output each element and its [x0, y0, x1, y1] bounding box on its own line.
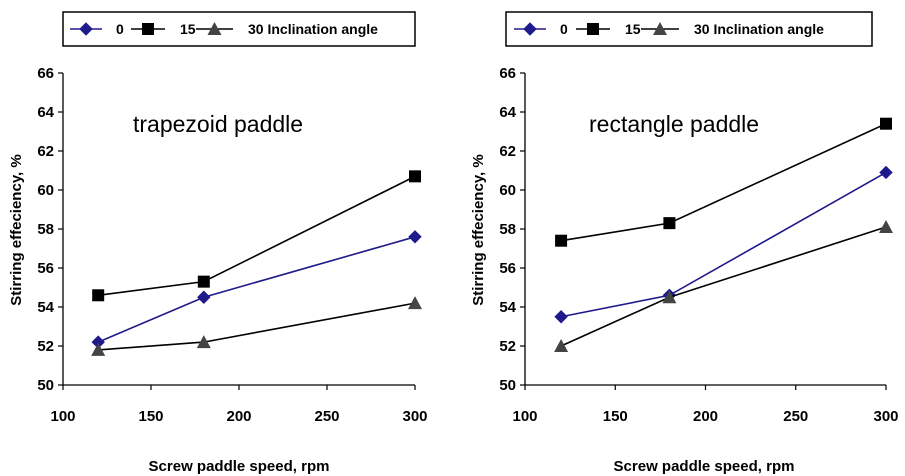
- legend-marker-0: [79, 22, 93, 36]
- x-tick-label: 300: [402, 408, 427, 425]
- legend-label-30: 30 Inclination angle: [694, 21, 824, 37]
- y-axis-title: Stirring effeciency, %: [8, 154, 25, 305]
- x-axis-title: Screw paddle speed, rpm: [614, 458, 795, 475]
- x-tick-label: 250: [783, 408, 808, 425]
- y-tick-label: 62: [37, 143, 54, 160]
- chart-annotation: trapezoid paddle: [133, 111, 303, 137]
- data-point-15: [92, 289, 105, 302]
- y-tick-label: 58: [37, 221, 54, 238]
- data-point-30: [196, 335, 211, 349]
- data-point-0: [408, 230, 422, 244]
- legend-label-15: 15: [625, 21, 641, 37]
- y-tick-label: 56: [499, 260, 516, 277]
- data-point-0: [879, 165, 893, 180]
- x-tick-label: 300: [873, 408, 898, 425]
- legend-marker-15: [587, 23, 599, 35]
- x-tick-label: 250: [314, 408, 339, 425]
- x-tick-label: 100: [50, 408, 75, 425]
- legend-marker-0: [523, 22, 537, 36]
- chart-trapezoid: trapezoid paddle Screw paddle speed, rpm…: [8, 11, 428, 475]
- data-point-30: [662, 290, 677, 304]
- y-tick-label: 66: [37, 65, 54, 82]
- data-point-15: [555, 234, 568, 247]
- legend-label-15: 15: [180, 21, 196, 37]
- y-tick-label: 54: [37, 299, 54, 316]
- legend-label-0: 0: [116, 21, 124, 37]
- y-tick-label: 54: [499, 299, 516, 316]
- legend-marker-15: [142, 23, 154, 35]
- data-point-30: [408, 296, 422, 310]
- y-tick-label: 60: [37, 182, 54, 199]
- x-tick-label: 100: [512, 408, 537, 425]
- y-tick-label: 56: [37, 260, 54, 277]
- data-point-30: [879, 220, 893, 234]
- data-point-15: [663, 217, 676, 230]
- y-axis-title: Stirring effeciency, %: [470, 154, 487, 305]
- y-tick-label: 52: [499, 338, 516, 355]
- y-tick-label: 62: [499, 143, 516, 160]
- data-point-30: [91, 342, 106, 356]
- legend-marker-30: [653, 22, 667, 35]
- data-point-0: [197, 290, 211, 304]
- legend-label-30: 30 Inclination angle: [248, 21, 378, 37]
- data-point-0: [554, 310, 568, 324]
- data-point-15: [197, 275, 210, 288]
- legend-box: [62, 11, 416, 47]
- y-tick-label: 60: [499, 182, 516, 199]
- chart-annotation: rectangle paddle: [589, 111, 759, 137]
- x-tick-label: 200: [226, 408, 251, 425]
- y-tick-label: 66: [499, 65, 516, 82]
- legend-box: [505, 11, 873, 47]
- y-tick-label: 50: [499, 377, 516, 394]
- y-tick-label: 50: [37, 377, 54, 394]
- data-point-15: [409, 170, 421, 183]
- x-axis-title: Screw paddle speed, rpm: [149, 458, 330, 475]
- y-tick-label: 52: [37, 338, 54, 355]
- legend-label-0: 0: [560, 21, 568, 37]
- x-tick-label: 150: [138, 408, 163, 425]
- data-point-15: [880, 117, 892, 130]
- chart-rectangle: rectangle paddle Screw paddle speed, rpm…: [470, 11, 899, 475]
- y-tick-label: 64: [499, 104, 516, 121]
- legend-marker-30: [207, 22, 222, 35]
- y-tick-label: 64: [37, 104, 54, 121]
- data-point-30: [554, 339, 569, 352]
- x-tick-label: 150: [603, 408, 628, 425]
- y-tick-label: 58: [499, 221, 516, 238]
- x-tick-label: 200: [693, 408, 718, 425]
